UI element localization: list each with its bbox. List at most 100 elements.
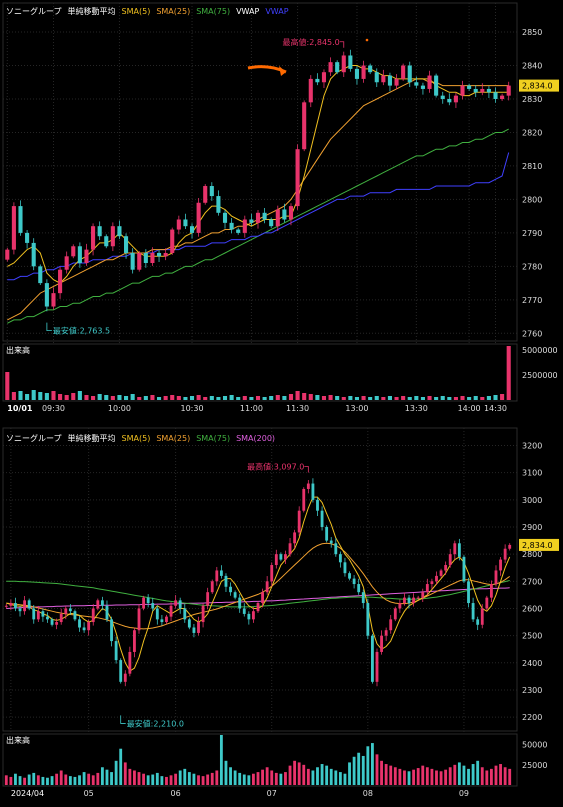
volume-bar — [407, 397, 412, 400]
candle-body — [297, 510, 301, 533]
candle-body — [467, 581, 470, 604]
time-tick-label: 14:30 — [484, 404, 507, 413]
volume-bar — [242, 396, 247, 400]
candle-body — [473, 88, 478, 93]
price-tick-label: 2830 — [522, 95, 542, 104]
volume-bar — [18, 391, 23, 400]
legend-item: SMA(200) — [236, 434, 275, 443]
price-tick-label: 2700 — [522, 577, 542, 586]
candle-body — [316, 499, 319, 511]
volume-bar — [503, 767, 507, 785]
price-tick-label: 2760 — [522, 329, 542, 338]
volume-bar — [219, 735, 223, 785]
candle-body — [398, 603, 402, 609]
candle-body — [78, 619, 81, 628]
volume-bar — [462, 765, 466, 785]
volume-bar — [435, 770, 438, 785]
volume-tick-label: 50000 — [522, 741, 547, 750]
legend-item: SMA(25) — [156, 434, 190, 443]
volume-bar — [130, 394, 135, 400]
candle-body — [467, 85, 472, 89]
candle-body — [163, 252, 168, 257]
candle-body — [110, 619, 113, 642]
volume-tick-label: 5000000 — [522, 346, 558, 355]
volume-bar — [389, 765, 393, 785]
volume-bar — [321, 396, 327, 400]
volume-bar — [341, 397, 346, 400]
volume-bar — [128, 768, 132, 785]
volume-tick-label: 2500000 — [522, 371, 558, 380]
volume-bar — [18, 776, 22, 785]
daily-price-axis: 3200 3100 3000 2900 2800 2700 2600 2500 2400 2300… — [519, 442, 559, 722]
volume-bar — [163, 396, 168, 400]
volume-bar — [261, 769, 264, 785]
volume-bar — [222, 396, 228, 400]
volume-bar — [91, 775, 95, 785]
volume-bar — [444, 769, 448, 785]
volume-bar — [137, 772, 141, 785]
candle-body — [97, 226, 102, 237]
candle-body — [435, 575, 438, 582]
candle-body — [176, 219, 181, 230]
candle-body — [64, 256, 69, 270]
volume-bar — [197, 775, 200, 785]
volume-bar — [165, 776, 168, 785]
high-price-label: 最高値:3,097.0 — [247, 461, 304, 471]
candle-body — [448, 554, 452, 566]
candle-body — [440, 95, 445, 99]
volume-bar — [447, 397, 452, 400]
volume-bar — [233, 770, 237, 785]
intraday-price-axis: 2850 2840 2830 2820 2810 2800 2790 2780 2770 2760… — [519, 28, 559, 338]
volume-bar — [270, 770, 274, 785]
volume-bar — [293, 760, 297, 785]
volume-bar — [58, 394, 63, 400]
candle-body — [361, 65, 366, 79]
candle-body — [137, 252, 142, 270]
candle-body — [5, 249, 10, 260]
volume-bar — [320, 764, 324, 785]
high-price-pointer — [304, 466, 309, 473]
candle-body — [506, 85, 511, 96]
candle-body — [269, 219, 274, 227]
candle-body — [25, 232, 30, 243]
price-tick-label: 2800 — [522, 195, 542, 204]
candle-body — [302, 102, 307, 150]
intraday-time-axis: 10/01 09:30 10:00 10:30 11:00 11:30 13:00 13:30… — [7, 404, 507, 413]
price-tick-label: 2820 — [522, 128, 542, 137]
candle-body — [229, 586, 232, 593]
candle-body — [255, 212, 261, 223]
candle-body — [416, 597, 420, 599]
volume-bar — [311, 770, 315, 785]
volume-bar — [252, 773, 255, 785]
candle-body — [11, 206, 16, 250]
candle-body — [73, 611, 77, 620]
intraday-volume-pane — [2, 343, 518, 402]
volume-bar — [110, 772, 113, 785]
candle-body — [4, 605, 8, 607]
candle-body — [219, 570, 223, 576]
volume-bar — [124, 396, 129, 400]
candle-body — [203, 186, 208, 203]
volume-bar — [170, 395, 175, 400]
candle-body — [308, 78, 313, 103]
candle-body — [209, 186, 214, 197]
volume-bar — [448, 767, 452, 785]
candle-body — [252, 611, 255, 620]
candle-body — [489, 584, 493, 598]
candle-body — [59, 613, 63, 623]
vwap-line — [7, 152, 510, 281]
candle-body — [156, 252, 162, 257]
volume-bar — [284, 772, 287, 785]
volume-bar — [146, 775, 150, 785]
volume-bar — [374, 396, 379, 400]
legend-item: VWAP — [236, 7, 259, 16]
time-tick-label: 09:30 — [42, 404, 65, 413]
price-tick-label: 2600 — [522, 604, 542, 613]
candle-body — [325, 526, 329, 541]
volume-bar — [31, 390, 36, 400]
volume-bar — [32, 772, 36, 785]
candle-body — [480, 88, 485, 93]
volume-bar — [210, 772, 214, 785]
volume-bar — [348, 396, 353, 400]
volume-bar — [499, 764, 502, 785]
